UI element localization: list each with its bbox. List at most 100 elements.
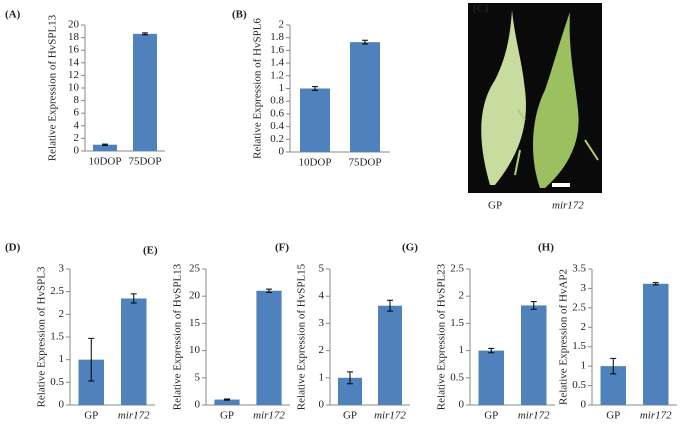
- bar: [214, 399, 240, 405]
- bar: [133, 33, 157, 151]
- error-bar: [88, 337, 95, 382]
- y-tick-label: 1.5: [50, 331, 64, 343]
- y-tick-label: 3: [319, 317, 325, 329]
- y-tick-label: 3: [59, 263, 65, 275]
- y-tick-label: 0: [279, 146, 285, 158]
- y-tick-label: 0: [74, 145, 80, 157]
- y-tick-label: 1.6: [270, 44, 284, 56]
- panel-label: (G): [402, 242, 418, 254]
- x-tick-label: mir172: [118, 410, 150, 422]
- spike-mir172: [533, 12, 579, 188]
- y-tick-label: 6: [74, 107, 80, 119]
- y-tick-label: 15: [189, 317, 201, 329]
- y-tick-label: 1: [459, 344, 465, 356]
- bar: [300, 88, 330, 152]
- panel-label: (F): [275, 242, 289, 254]
- error-bar: [130, 293, 137, 304]
- y-axis-label: Relative Expression of HvAP2: [558, 269, 570, 405]
- panel-label: (B): [232, 9, 247, 21]
- y-tick-label: 2: [279, 19, 285, 31]
- y-tick-label: 10: [189, 344, 201, 356]
- y-tick-label: 1: [59, 353, 65, 365]
- y-tick-label: 2: [581, 321, 587, 333]
- bar: [350, 42, 380, 152]
- y-tick-label: 1.4: [270, 57, 284, 69]
- error-bar: [387, 299, 393, 312]
- photo-panel: (C) GP mir172: [468, 3, 602, 212]
- x-tick-label: mir172: [518, 410, 550, 422]
- x-tick-label: GP: [484, 410, 498, 422]
- y-tick-label: 2: [319, 344, 325, 356]
- y-tick-label: 1: [279, 82, 285, 94]
- y-tick-label: 2.5: [572, 301, 586, 313]
- caption: mir172: [552, 200, 584, 212]
- x-tick-label: 75DOP: [128, 156, 161, 168]
- error-bar: [488, 347, 495, 354]
- y-tick-label: 0.6: [270, 107, 284, 119]
- y-axis-label: Relative Expression of HvSPL3: [36, 266, 48, 407]
- x-tick-label: 10DOP: [88, 156, 121, 168]
- y-tick-label: 25: [189, 263, 201, 275]
- y-tick-label: 4: [319, 290, 325, 302]
- y-tick-label: 3.5: [572, 263, 586, 275]
- error-bar: [652, 282, 659, 286]
- y-tick-label: 0.2: [270, 133, 284, 145]
- y-tick-label: 12: [68, 69, 79, 81]
- x-tick-label: mir172: [640, 410, 672, 422]
- error-bar: [610, 357, 617, 375]
- y-tick-label: 2: [59, 308, 65, 320]
- y-axis-label: Relative Expression of HvSPL13: [172, 263, 184, 410]
- bar: [521, 305, 547, 405]
- y-tick-label: 5: [319, 263, 325, 275]
- y-tick-label: 0: [459, 399, 465, 411]
- panel-label: (C): [473, 3, 489, 15]
- panel-label: (E): [143, 245, 158, 257]
- error-bar: [530, 301, 537, 310]
- y-tick-label: 8: [74, 94, 80, 106]
- bar: [378, 305, 402, 405]
- x-tick-label: GP: [343, 410, 357, 422]
- awns: [514, 109, 599, 176]
- y-tick-label: 0: [581, 399, 587, 411]
- y-tick-label: 2.5: [450, 263, 464, 275]
- spike-gp: [481, 10, 526, 185]
- y-tick-label: 2: [74, 132, 80, 144]
- y-tick-label: 16: [68, 44, 80, 56]
- x-tick-label: GP: [84, 410, 98, 422]
- error-bar: [347, 371, 353, 385]
- y-tick-label: 10: [68, 82, 80, 94]
- bar: [643, 283, 669, 405]
- y-tick-label: 1: [581, 360, 587, 372]
- error-bar: [362, 39, 368, 45]
- bar: [478, 350, 504, 405]
- y-axis-label: Relative Expression of HvSPL15: [296, 263, 308, 410]
- x-tick-label: 75DOP: [348, 157, 381, 169]
- caption: GP: [488, 200, 502, 212]
- y-tick-label: 0.5: [450, 371, 464, 383]
- y-tick-label: 3: [581, 282, 587, 294]
- x-tick-label: GP: [220, 410, 234, 422]
- bar: [256, 290, 282, 405]
- error-bar: [224, 398, 230, 401]
- panel-label: (A): [5, 9, 21, 21]
- y-tick-label: 0: [59, 399, 65, 411]
- x-tick-label: 10DOP: [298, 157, 331, 169]
- y-tick-label: 1.2: [270, 69, 284, 81]
- panel-label: (H): [538, 242, 554, 254]
- y-axis-label: Relative Expression of HvSPL23: [436, 263, 448, 410]
- y-axis-label: Relative Expression of HvSPL13: [47, 14, 59, 161]
- scale-bar: [552, 183, 570, 187]
- error-bar: [266, 288, 272, 293]
- y-tick-label: 1.5: [572, 340, 586, 352]
- y-tick-label: 4: [74, 119, 80, 131]
- y-tick-label: 0.5: [572, 379, 586, 391]
- error-bar: [312, 86, 318, 91]
- bar: [121, 298, 147, 405]
- y-tick-label: 0: [319, 399, 325, 411]
- y-tick-label: 0.5: [50, 376, 64, 388]
- y-tick-label: 0.8: [270, 95, 284, 107]
- y-tick-label: 0: [195, 399, 201, 411]
- y-tick-label: 20: [68, 19, 80, 31]
- y-tick-label: 18: [68, 31, 80, 43]
